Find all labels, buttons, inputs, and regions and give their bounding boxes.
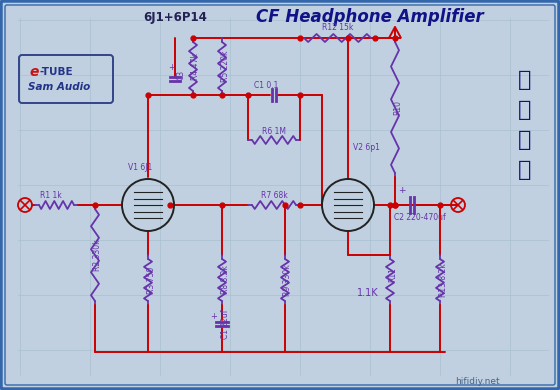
Text: +: +: [168, 63, 175, 72]
Text: 6J1+6P14: 6J1+6P14: [143, 11, 207, 23]
Text: R13 8.2k: R13 8.2k: [438, 263, 447, 297]
Text: R7 68k: R7 68k: [260, 191, 287, 200]
Text: V1 6J1: V1 6J1: [128, 163, 152, 172]
Text: R9 330k: R9 330k: [283, 264, 292, 296]
Text: hifidiy.net: hifidiy.net: [455, 376, 500, 385]
Text: R5 220k: R5 220k: [221, 51, 230, 82]
Text: C2 220-470uf: C2 220-470uf: [394, 213, 446, 223]
Text: C3: C3: [176, 70, 185, 80]
Text: +: +: [210, 312, 217, 321]
Text: -TUBE: -TUBE: [39, 67, 73, 77]
Text: C1 22uf: C1 22uf: [221, 309, 230, 339]
Text: R4 47k: R4 47k: [192, 53, 200, 80]
Text: R2 330k: R2 330k: [94, 239, 102, 271]
Text: R8 8.2k: R8 8.2k: [221, 266, 230, 294]
Text: R3 750: R3 750: [147, 266, 156, 294]
Text: R1 1k: R1 1k: [40, 191, 62, 200]
Text: C1 0.1: C1 0.1: [254, 80, 278, 89]
Text: 放: 放: [519, 70, 531, 90]
Text: R10: R10: [394, 100, 403, 115]
Text: Sam Audio: Sam Audio: [28, 82, 90, 92]
Text: 大: 大: [519, 100, 531, 120]
Text: V2 6p1: V2 6p1: [353, 144, 380, 152]
Text: e: e: [30, 65, 39, 79]
Text: 部: 部: [519, 130, 531, 150]
Text: +: +: [398, 186, 405, 195]
Text: 分: 分: [519, 160, 531, 180]
Text: CF Headphone Amplifier: CF Headphone Amplifier: [256, 8, 484, 26]
Text: 1.1K: 1.1K: [357, 288, 379, 298]
Text: R11: R11: [389, 268, 398, 282]
Text: R12 15k: R12 15k: [322, 23, 353, 32]
Text: R6 1M: R6 1M: [262, 128, 286, 136]
